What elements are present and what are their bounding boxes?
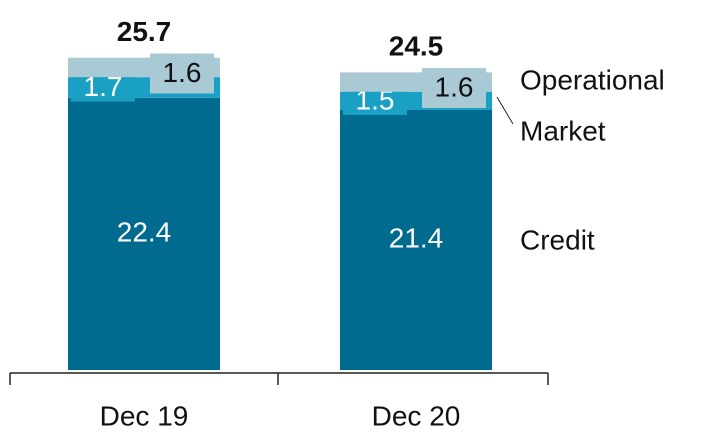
total-label: 25.7: [117, 16, 172, 47]
label-box: [343, 87, 407, 115]
bar-segment: [340, 109, 492, 371]
legend-label: Market: [520, 115, 606, 146]
data-label: 21.4: [389, 222, 444, 253]
legend-label: Operational: [520, 64, 665, 95]
bar-segment: [68, 97, 220, 370]
legend-label: Credit: [520, 224, 595, 255]
x-tick-label: Dec 19: [100, 400, 189, 431]
data-label: 1.6: [163, 57, 202, 88]
leader-line: [496, 96, 514, 125]
label-box: [71, 74, 135, 102]
label-box: [422, 68, 486, 109]
x-tick-label: Dec 20: [372, 400, 461, 431]
data-label: 1.6: [435, 71, 474, 102]
total-label: 24.5: [389, 31, 444, 62]
data-label: 22.4: [117, 216, 172, 247]
label-box: [150, 53, 214, 94]
